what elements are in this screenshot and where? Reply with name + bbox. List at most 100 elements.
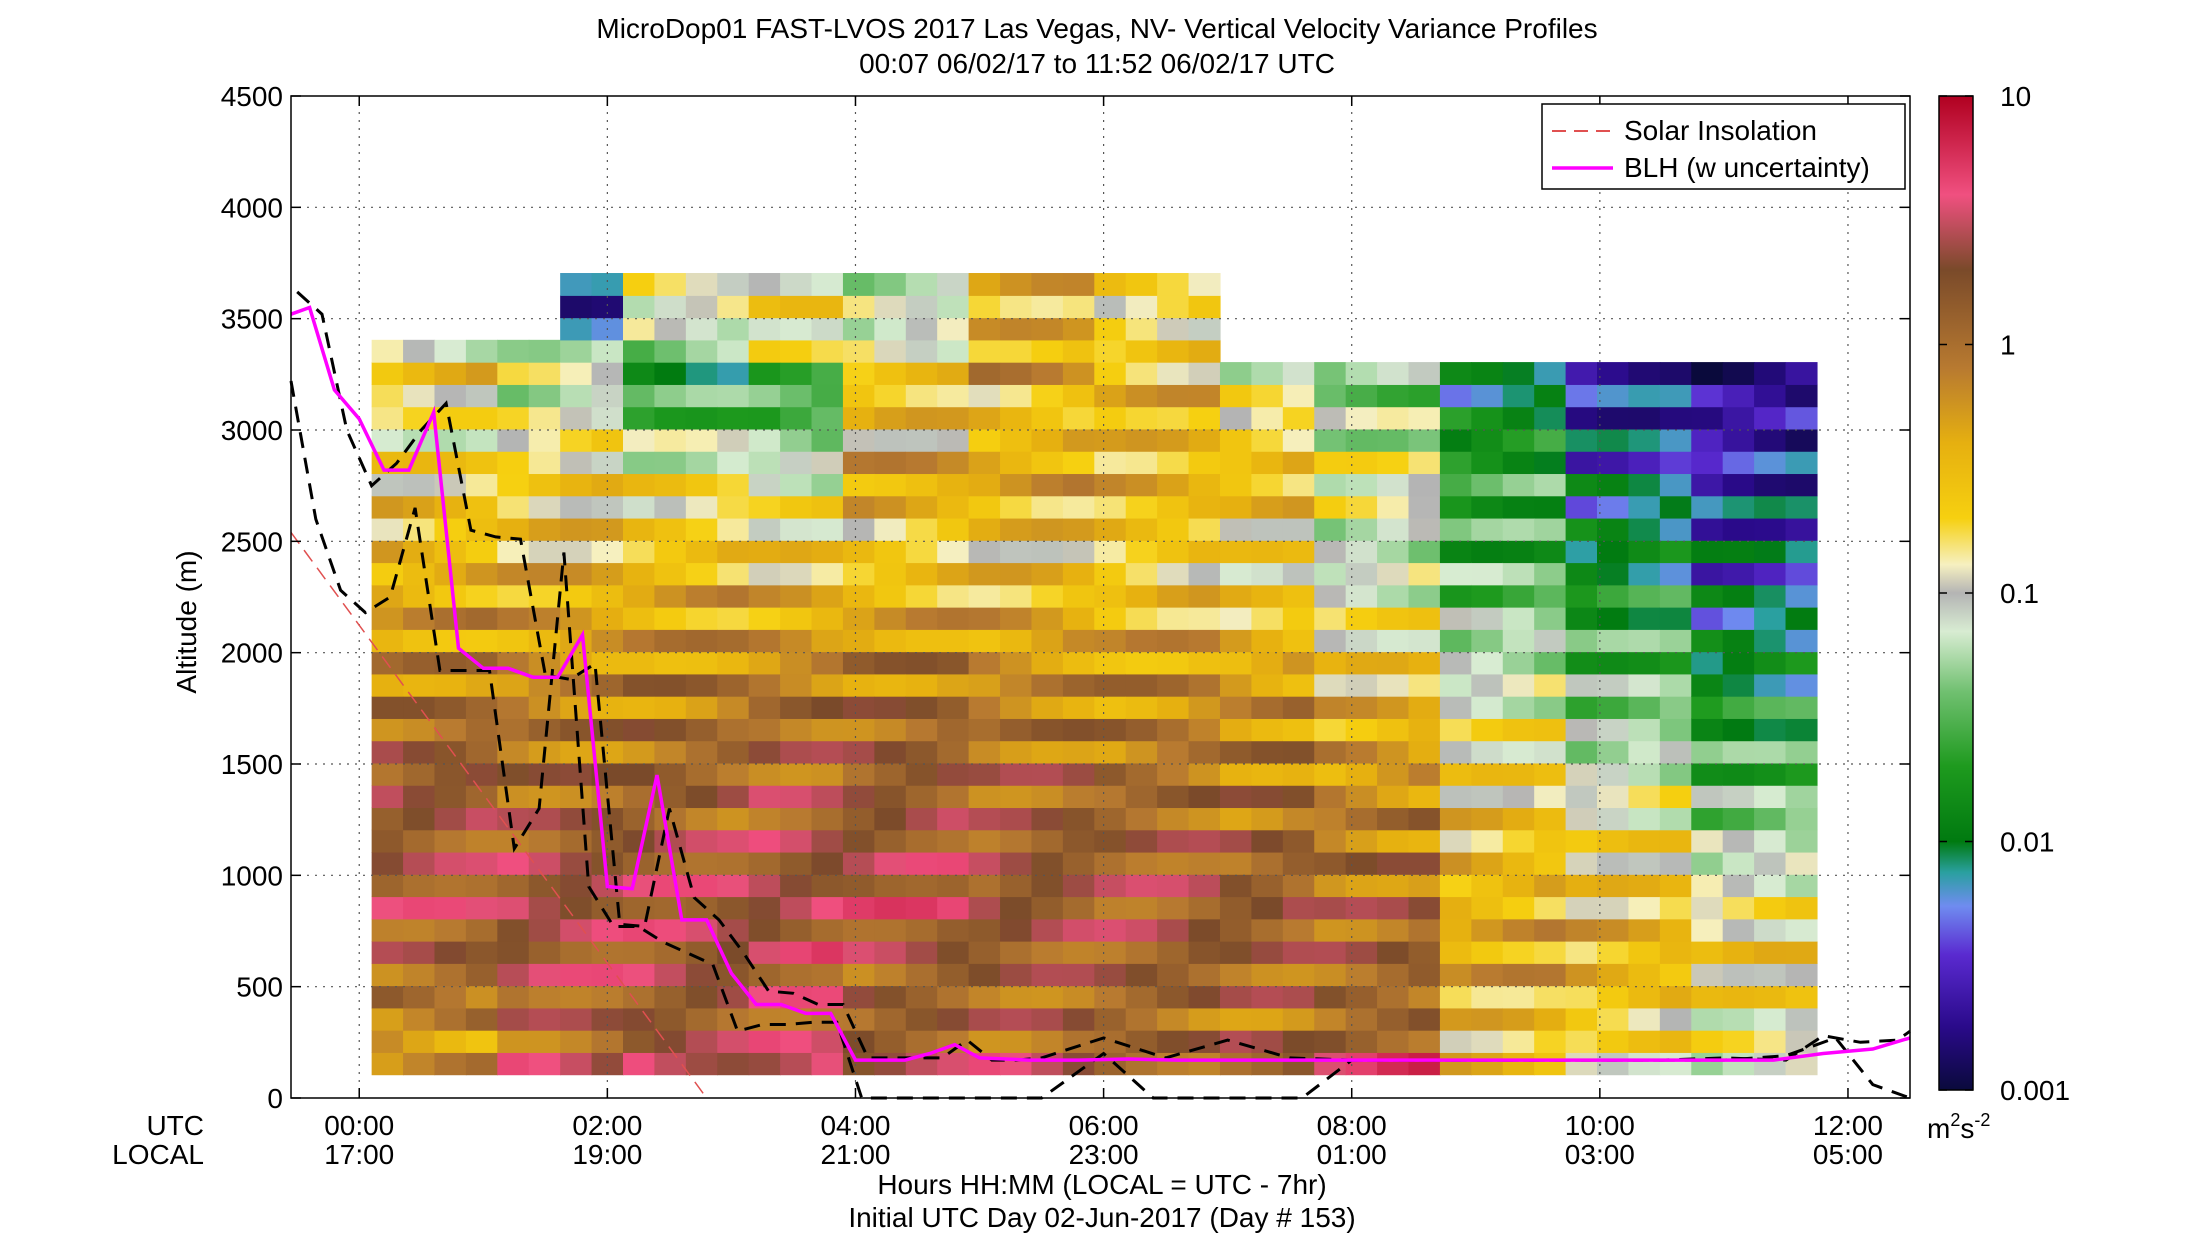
- heatmap-cell: [623, 673, 656, 697]
- heatmap-cell: [591, 495, 624, 519]
- heatmap-cell: [434, 339, 467, 363]
- heatmap-cell: [403, 963, 436, 987]
- heatmap-cell: [685, 540, 718, 564]
- heatmap-cell: [591, 851, 624, 875]
- heatmap-cell: [371, 896, 404, 920]
- heatmap-cell: [811, 963, 844, 987]
- heatmap-cell: [1785, 807, 1818, 831]
- heatmap-cell: [1094, 718, 1127, 742]
- heatmap-cell: [1062, 896, 1095, 920]
- heatmap-cell: [748, 807, 781, 831]
- heatmap-cell: [1565, 1052, 1598, 1076]
- heatmap-cell: [371, 451, 404, 475]
- heatmap-cell: [1282, 851, 1315, 875]
- heatmap-cell: [1314, 495, 1347, 519]
- heatmap-cell: [1345, 1030, 1378, 1053]
- heatmap-cell: [1219, 718, 1252, 742]
- heatmap-cell: [685, 384, 718, 408]
- heatmap-cell: [968, 540, 1001, 564]
- heatmap-cell: [780, 607, 813, 630]
- heatmap-cell: [937, 295, 970, 319]
- heatmap-cell: [371, 428, 404, 452]
- heatmap-cell: [1125, 384, 1158, 408]
- heatmap-cell: [1000, 451, 1033, 475]
- heatmap-cell: [1439, 1052, 1472, 1076]
- heatmap-cell: [1534, 562, 1567, 586]
- heatmap-cell: [842, 1007, 875, 1031]
- heatmap-cell: [654, 963, 687, 987]
- heatmap-cell: [560, 874, 593, 898]
- heatmap-cell: [1628, 1052, 1661, 1076]
- heatmap-cell: [1282, 473, 1315, 497]
- heatmap-cell: [968, 941, 1001, 964]
- heatmap-cell: [1188, 896, 1221, 920]
- heatmap-cell: [685, 963, 718, 987]
- heatmap-cell: [874, 273, 907, 296]
- heatmap-cell: [811, 896, 844, 920]
- heatmap-cell: [623, 896, 656, 920]
- heatmap-cell: [1345, 1007, 1378, 1031]
- heatmap-cell: [905, 607, 938, 630]
- heatmap-cell: [465, 428, 498, 452]
- heatmap-cell: [1219, 1007, 1252, 1031]
- heatmap-cell: [1439, 918, 1472, 942]
- heatmap-cell: [1408, 762, 1441, 786]
- heatmap-cell: [1691, 607, 1724, 630]
- heatmap-cell: [1408, 985, 1441, 1009]
- heatmap-cell: [1251, 807, 1284, 831]
- heatmap-cell: [1565, 673, 1598, 697]
- heatmap-cell: [1439, 517, 1472, 541]
- heatmap-cell: [1565, 629, 1598, 653]
- heatmap-cell: [1722, 673, 1755, 697]
- heatmap-cell: [623, 1007, 656, 1031]
- heatmap-cell: [874, 584, 907, 608]
- heatmap-cell: [780, 562, 813, 586]
- heatmap-cell: [1314, 629, 1347, 653]
- heatmap-cell: [1534, 874, 1567, 898]
- heatmap-cell: [1377, 896, 1410, 920]
- heatmap-cell: [1439, 1007, 1472, 1031]
- heatmap-cell: [1597, 851, 1630, 875]
- heatmap-cell: [780, 517, 813, 541]
- heatmap-cell: [1062, 451, 1095, 475]
- heatmap-cell: [1188, 1030, 1221, 1053]
- heatmap-cell: [623, 473, 656, 497]
- heatmap-cell: [1408, 941, 1441, 964]
- heatmap-cell: [1314, 562, 1347, 586]
- heatmap-cell: [1345, 696, 1378, 719]
- heatmap-cell: [623, 584, 656, 608]
- heatmap-cell: [1722, 362, 1755, 385]
- heatmap-cell: [937, 651, 970, 675]
- heatmap-cell: [403, 807, 436, 831]
- heatmap-cell: [685, 696, 718, 719]
- heatmap-cell: [434, 696, 467, 719]
- heatmap-cell: [1439, 540, 1472, 564]
- heatmap-cell: [371, 696, 404, 719]
- heatmap-cell: [1502, 1030, 1535, 1053]
- heatmap-cell: [1785, 451, 1818, 475]
- heatmap-cell: [1314, 918, 1347, 942]
- heatmap-cell: [1251, 963, 1284, 987]
- heatmap-cell: [1000, 918, 1033, 942]
- heatmap-cell: [1722, 918, 1755, 942]
- heatmap-cell: [1062, 428, 1095, 452]
- heatmap-cell: [717, 584, 750, 608]
- heatmap-cell: [1597, 1052, 1630, 1076]
- heatmap-cell: [1377, 918, 1410, 942]
- heatmap-cell: [842, 339, 875, 363]
- heatmap-cell: [780, 428, 813, 452]
- heatmap-cell: [811, 273, 844, 296]
- heatmap-cell: [1439, 473, 1472, 497]
- heatmap-cell: [1377, 1007, 1410, 1031]
- heatmap-cell: [1094, 941, 1127, 964]
- heatmap-cell: [1659, 562, 1692, 586]
- heatmap-cell: [1722, 785, 1755, 809]
- heatmap-cell: [905, 339, 938, 363]
- heatmap-cell: [1345, 1052, 1378, 1076]
- heatmap-cell: [780, 718, 813, 742]
- heatmap-cell: [1722, 1030, 1755, 1053]
- heatmap-cell: [811, 718, 844, 742]
- heatmap-cell: [685, 562, 718, 586]
- heatmap-cell: [623, 406, 656, 430]
- heatmap-cell: [717, 673, 750, 697]
